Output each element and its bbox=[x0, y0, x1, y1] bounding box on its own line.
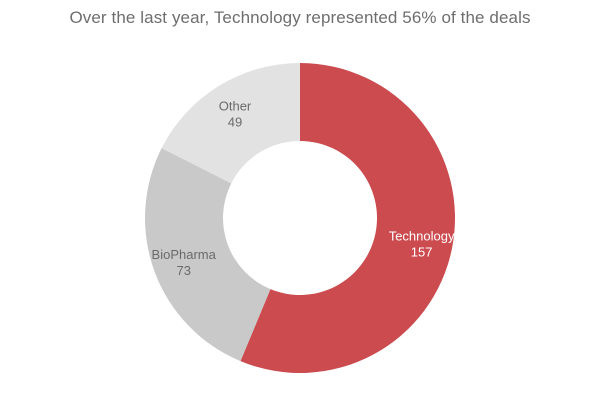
slice-label-biopharma: BioPharma 73 bbox=[152, 247, 217, 278]
slice-value: 73 bbox=[176, 263, 190, 278]
chart-title: Over the last year, Technology represent… bbox=[69, 8, 531, 27]
slice-name: Other bbox=[219, 98, 252, 113]
slice-name: Technology bbox=[389, 228, 455, 243]
slice-value: 157 bbox=[411, 244, 433, 259]
slice-label-technology: Technology 157 bbox=[389, 228, 455, 259]
slice-biopharma bbox=[145, 148, 271, 362]
slice-value: 49 bbox=[228, 114, 242, 129]
slice-other bbox=[161, 63, 300, 184]
slice-technology bbox=[240, 63, 455, 374]
slice-label-other: Other 49 bbox=[219, 98, 252, 129]
slice-name: BioPharma bbox=[152, 247, 217, 262]
